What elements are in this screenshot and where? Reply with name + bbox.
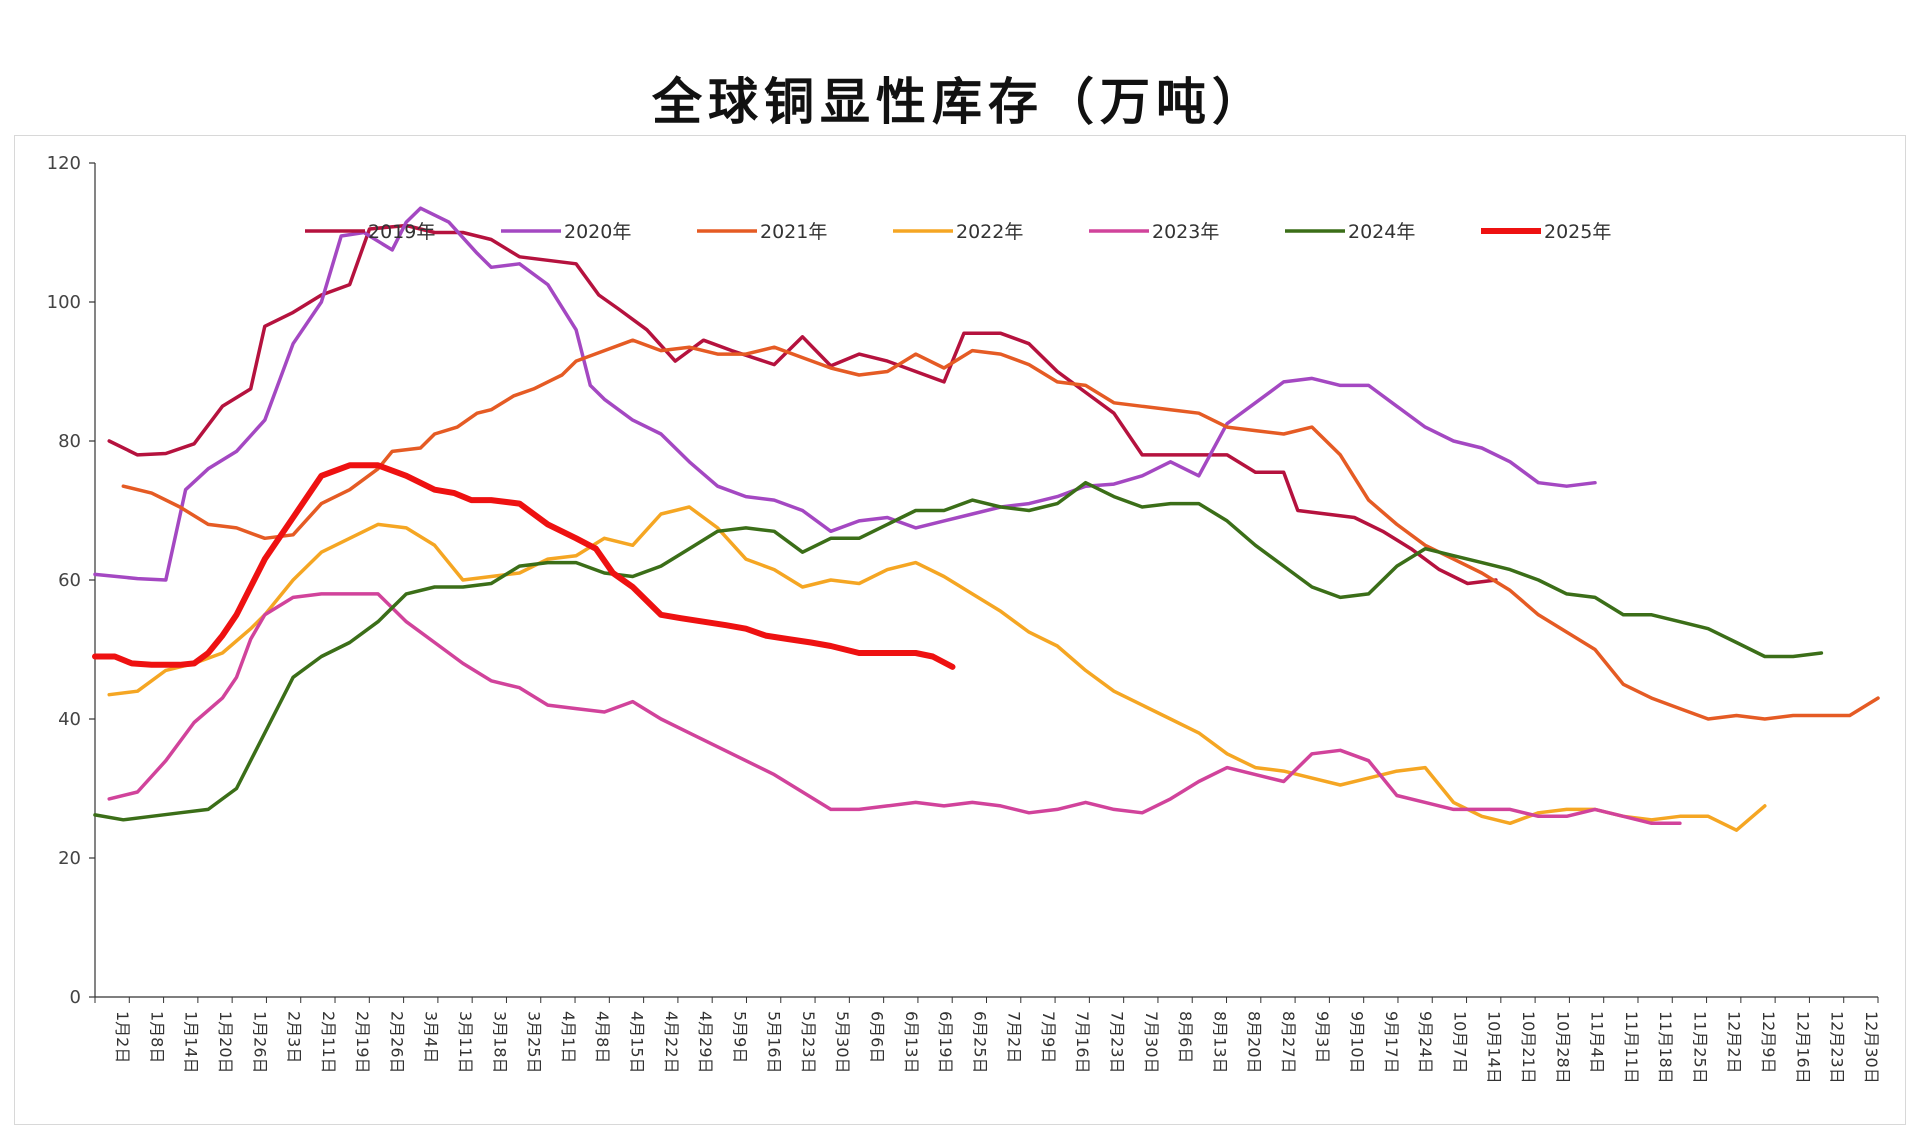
series-line-2019年	[107, 223, 1498, 586]
x-tick-label: 11月4日	[1588, 1011, 1607, 1074]
series-line-2020年	[93, 206, 1597, 582]
x-tick-label: 7月16日	[1073, 1011, 1092, 1074]
x-tick-label: 10月28日	[1553, 1011, 1572, 1084]
x-tick-label: 1月14日	[182, 1011, 201, 1074]
y-tick-label: 120	[47, 153, 81, 174]
x-tick-label: 3月18日	[490, 1011, 509, 1074]
x-tick-label: 6月6日	[867, 1011, 886, 1063]
x-tick-label: 7月30日	[1142, 1011, 1161, 1074]
x-tick-label: 1月20日	[216, 1011, 235, 1074]
x-tick-label: 9月17日	[1382, 1011, 1401, 1074]
x-tick-label: 10月7日	[1450, 1011, 1469, 1074]
x-tick-label: 12月16日	[1793, 1011, 1812, 1084]
y-tick-label: 100	[47, 292, 81, 313]
legend-label: 2021年	[760, 221, 827, 243]
y-tick-label: 60	[58, 570, 81, 591]
x-tick-label: 1月26日	[250, 1011, 269, 1074]
x-tick-label: 4月8日	[593, 1011, 612, 1063]
x-tick-label: 10月21日	[1519, 1011, 1538, 1084]
legend-label: 2025年	[1544, 221, 1611, 243]
x-tick-label: 12月9日	[1759, 1011, 1778, 1074]
x-tick-label: 5月16日	[765, 1011, 784, 1074]
series-line-2023年	[107, 592, 1682, 826]
x-tick-label: 4月29日	[696, 1011, 715, 1074]
x-tick-label: 4月22日	[662, 1011, 681, 1074]
x-tick-label: 2月3日	[285, 1011, 304, 1063]
series-lines	[92, 206, 1880, 832]
chart-frame	[14, 135, 1906, 1125]
x-tick-label: 12月2日	[1725, 1011, 1744, 1074]
x-tick-label: 5月9日	[730, 1011, 749, 1063]
x-tick-label: 11月11日	[1622, 1011, 1641, 1084]
x-tick-label: 1月8日	[147, 1011, 166, 1063]
x-tick-label: 1月2日	[113, 1011, 132, 1063]
x-tick-label: 7月9日	[1039, 1011, 1058, 1063]
x-tick-label: 8月13日	[1210, 1011, 1229, 1074]
x-tick-label: 3月11日	[456, 1011, 475, 1074]
x-tick-label: 3月4日	[422, 1011, 441, 1063]
x-tick-label: 2月19日	[353, 1011, 372, 1074]
x-tick-label: 12月23日	[1828, 1011, 1847, 1084]
y-tick-label: 0	[70, 987, 81, 1008]
x-tick-label: 9月24日	[1416, 1011, 1435, 1074]
x-tick-label: 9月10日	[1348, 1011, 1367, 1074]
legend-label: 2022年	[956, 221, 1023, 243]
x-tick-label: 6月13日	[902, 1011, 921, 1074]
series-line-2025年	[92, 462, 956, 670]
legend-label: 2023年	[1152, 221, 1219, 243]
legend-label: 2019年	[368, 221, 435, 243]
series-line-2021年	[121, 338, 1880, 721]
legend: 2019年 2020年 2021年 2022年 2023年 2024年 2025年	[305, 221, 1611, 243]
x-tick-label: 9月3日	[1313, 1011, 1332, 1063]
x-tick-label: 7月23日	[1108, 1011, 1127, 1074]
x-tick-label: 3月25日	[525, 1011, 544, 1074]
x-axis: 1月2日 1月8日 1月14日 1月20日 1月26日 2月3日 2月11日 2月19日 2月2…	[94, 996, 1881, 1084]
x-tick-label: 8月6日	[1176, 1011, 1195, 1063]
x-tick-label: 10月14日	[1485, 1011, 1504, 1084]
series-line-2024年	[93, 480, 1824, 822]
x-tick-label: 4月1日	[559, 1011, 578, 1063]
series-line-2022年	[107, 505, 1767, 832]
x-tick-label: 8月20日	[1245, 1011, 1264, 1074]
x-tick-label: 6月19日	[936, 1011, 955, 1074]
x-tick-label: 7月2日	[1005, 1011, 1024, 1063]
y-axis: 0 20 40 60 80 100 120	[47, 153, 96, 1008]
x-tick-label: 2月11日	[319, 1011, 338, 1074]
x-tick-label: 4月15日	[627, 1011, 646, 1074]
y-tick-label: 80	[58, 431, 81, 452]
y-tick-label: 40	[58, 709, 81, 730]
x-tick-label: 6月25日	[970, 1011, 989, 1074]
y-tick-label: 20	[58, 848, 81, 869]
chart-title: 全球铜显性库存（万吨）	[652, 73, 1268, 131]
legend-label: 2024年	[1348, 221, 1415, 243]
x-tick-label: 12月30日	[1862, 1011, 1881, 1084]
x-tick-label: 8月27日	[1279, 1011, 1298, 1074]
legend-label: 2020年	[564, 221, 631, 243]
x-tick-label: 11月25日	[1690, 1011, 1709, 1084]
x-tick-label: 11月18日	[1656, 1011, 1675, 1084]
x-tick-label: 5月30日	[833, 1011, 852, 1074]
x-tick-label: 5月23日	[799, 1011, 818, 1074]
x-tick-label: 2月26日	[387, 1011, 406, 1074]
